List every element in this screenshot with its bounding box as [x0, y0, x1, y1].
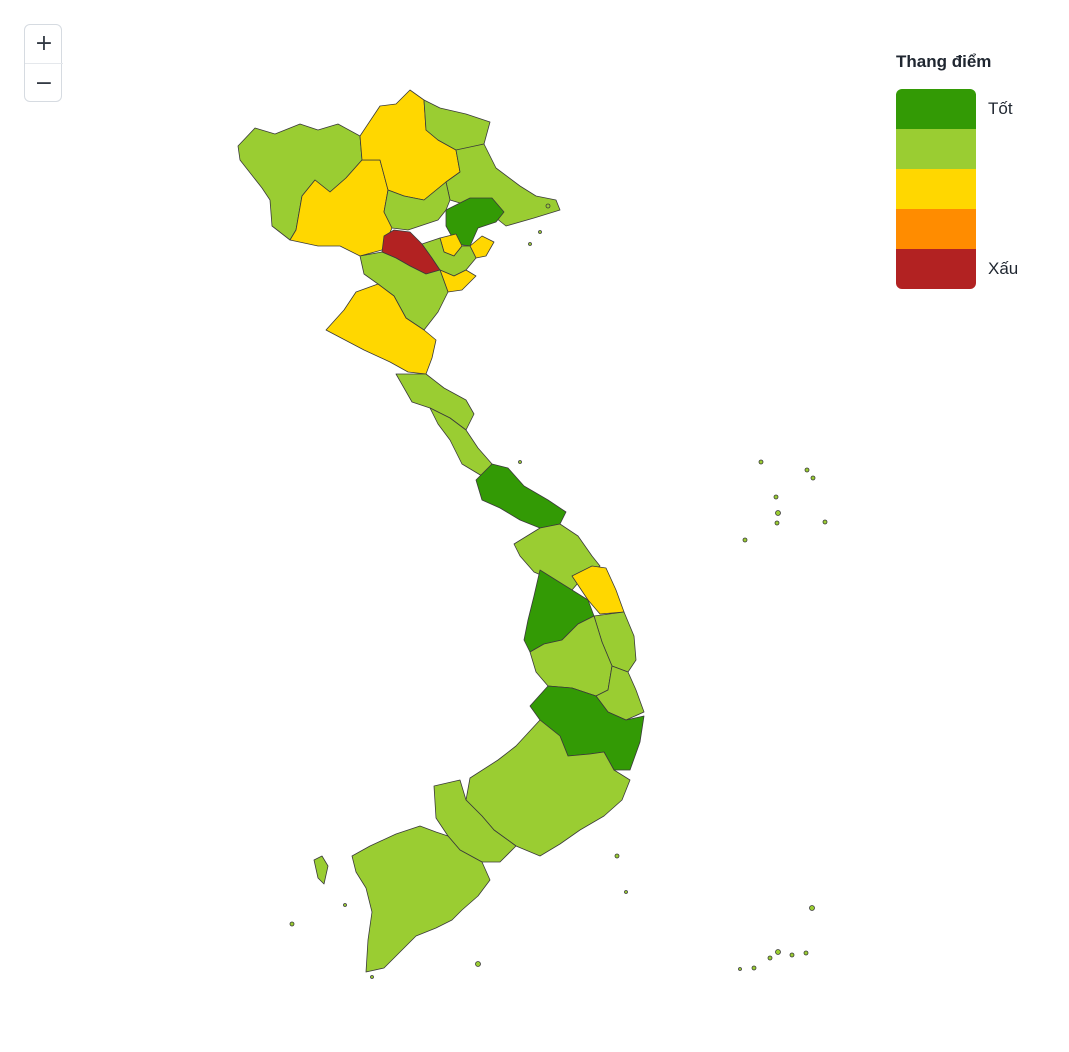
province-region[interactable] [395, 373, 475, 431]
zoom-out-button[interactable]: − [34, 70, 54, 96]
province-region[interactable] [475, 463, 567, 529]
legend-label-good: Tốt [988, 99, 1013, 118]
island[interactable] [809, 905, 815, 911]
legend-step-poor [896, 209, 976, 249]
island[interactable] [803, 950, 809, 956]
island[interactable] [738, 967, 742, 971]
island[interactable] [624, 890, 628, 894]
legend-step-fairly-good [896, 129, 976, 169]
island[interactable] [518, 460, 522, 464]
island[interactable] [810, 475, 816, 481]
province-region[interactable] [433, 779, 517, 863]
province-region[interactable] [351, 825, 491, 973]
island[interactable] [614, 853, 620, 859]
island[interactable] [774, 520, 780, 526]
island[interactable] [742, 537, 748, 543]
province-region[interactable] [571, 565, 625, 615]
island[interactable] [789, 952, 795, 958]
legend-title: Thang điểm [896, 52, 992, 71]
legend: Thang điểm Tốt Xấu [896, 52, 1066, 289]
island[interactable] [370, 975, 374, 979]
province-region[interactable] [421, 237, 477, 277]
island[interactable] [773, 494, 779, 500]
island[interactable] [804, 467, 810, 473]
legend-body: Tốt Xấu [896, 89, 1066, 289]
island[interactable] [289, 921, 295, 927]
legend-step-good [896, 89, 976, 129]
province-region[interactable] [325, 283, 437, 375]
island[interactable] [775, 510, 781, 516]
zoom-in-button[interactable]: + [25, 25, 63, 64]
island[interactable] [313, 855, 329, 885]
island[interactable] [528, 242, 532, 246]
legend-step-average [896, 169, 976, 209]
legend-color-scale [896, 89, 976, 289]
island[interactable] [475, 961, 481, 967]
island[interactable] [343, 903, 347, 907]
island[interactable] [751, 965, 757, 971]
island[interactable] [758, 459, 764, 465]
island[interactable] [767, 955, 773, 961]
island[interactable] [545, 203, 551, 209]
province-region[interactable] [383, 181, 451, 231]
island[interactable] [775, 949, 781, 955]
island[interactable] [822, 519, 828, 525]
legend-step-bad [896, 249, 976, 289]
zoom-control: + − [24, 24, 63, 102]
island[interactable] [538, 230, 542, 234]
legend-label-bad: Xấu [988, 259, 1019, 278]
